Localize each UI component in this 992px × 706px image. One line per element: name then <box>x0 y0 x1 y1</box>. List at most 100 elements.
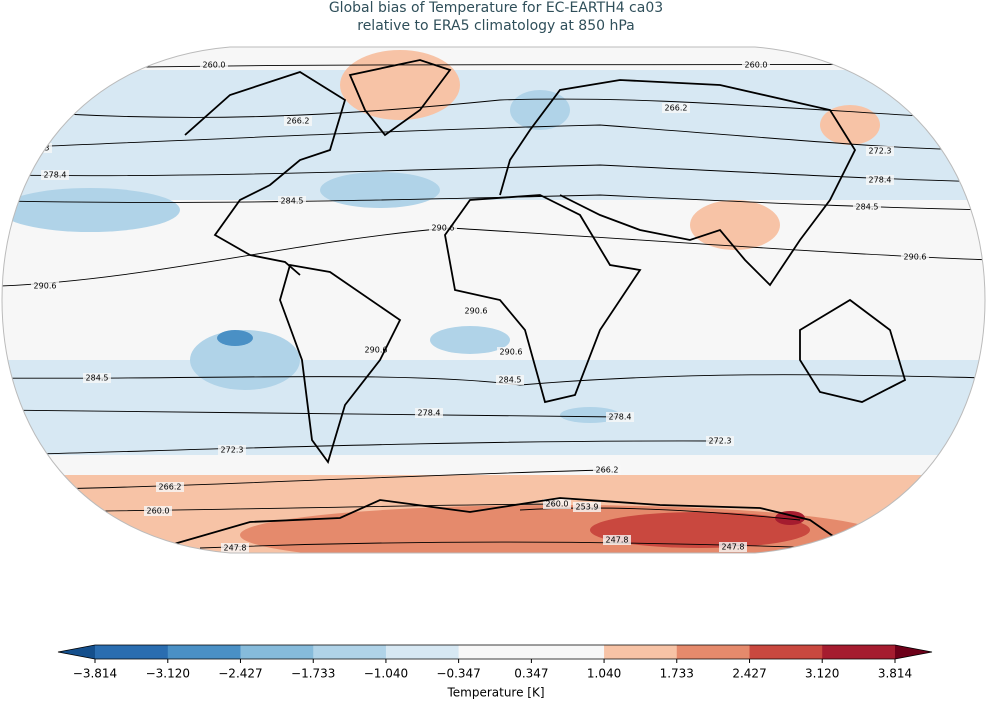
colorbar-extend <box>895 645 932 659</box>
colorbar-segment <box>822 645 896 659</box>
field-band <box>2 70 985 200</box>
coastlines <box>159 59 907 549</box>
colorbar-tick-label: 1.733 <box>660 667 694 681</box>
contour-label-bg <box>41 170 69 180</box>
coastline <box>499 79 857 287</box>
contour-label: 290.6 <box>904 253 927 262</box>
field-patch <box>820 105 880 145</box>
contour-label: 278.4 <box>869 176 892 185</box>
contour-label-bg <box>606 412 634 422</box>
contour-label: 290.6 <box>432 224 455 233</box>
contour-label-bg <box>706 436 734 446</box>
contour-label: 266.2 <box>596 466 619 475</box>
colorbar-segment <box>531 645 605 659</box>
field-patch <box>430 326 510 354</box>
contour-label: 290.6 <box>500 348 523 357</box>
colorbar-segment <box>313 645 387 659</box>
contour-line <box>2 469 608 491</box>
contour-label-bg <box>866 146 894 156</box>
contour-label-bg <box>742 60 770 70</box>
colorbar-tick-label: 1.040 <box>587 667 621 681</box>
colorbar-segment <box>604 645 678 659</box>
contour-label: 247.8 <box>606 536 629 545</box>
colorbar-tick-label: −1.733 <box>291 667 335 681</box>
coastline <box>444 194 642 404</box>
contour-label-bg <box>662 103 690 113</box>
colorbar-segment <box>458 645 532 659</box>
contour-label: 247.8 <box>722 543 745 552</box>
field-patch <box>775 511 805 525</box>
colorbar-segment <box>749 645 823 659</box>
colorbar-tick-label: −3.120 <box>146 667 190 681</box>
colorbar-segment <box>167 645 241 659</box>
contour-label-bg <box>496 375 524 385</box>
contour-label-bg <box>362 345 390 355</box>
contour-label-bg <box>83 373 111 383</box>
colorbar-extend <box>58 645 95 659</box>
coastline <box>159 497 851 549</box>
contour-label: 253.9 <box>576 503 599 512</box>
contour-label: 247.8 <box>224 544 247 553</box>
title-line: Global bias of Temperature for EC-EARTH4… <box>329 0 663 16</box>
colorbar-tick-label: −3.814 <box>73 667 117 681</box>
title-line: relative to ERA5 climatology at 850 hPa <box>357 18 634 34</box>
contour-label-bg <box>901 252 929 262</box>
contour-label: 260.0 <box>745 61 768 70</box>
contour-label: 290.6 <box>465 307 488 316</box>
colorbar-segment <box>95 645 169 659</box>
contour-label-bg <box>156 482 184 492</box>
contour-label: 284.5 <box>281 197 304 206</box>
colorbar-tick-label: −0.347 <box>436 667 480 681</box>
colorbar-segment <box>385 645 460 659</box>
contour-label-bg <box>221 543 249 553</box>
field-patch <box>320 172 440 208</box>
contour-label-bg <box>543 499 571 509</box>
field-patch <box>217 330 253 346</box>
contour-label-bg <box>284 116 312 126</box>
contour-label-bg <box>719 542 747 552</box>
contour-line <box>2 440 721 456</box>
contour-label-bg <box>200 60 228 70</box>
contour-label-bg <box>429 223 457 233</box>
field-patch <box>340 50 460 120</box>
field-patch <box>2 188 180 232</box>
contour-label: 272.3 <box>709 437 732 446</box>
coastline <box>799 298 907 403</box>
contour-label-bg <box>278 196 306 206</box>
contour-label: 260.0 <box>147 507 170 516</box>
colorbar-tick-label: 2.427 <box>732 667 766 681</box>
contour-label-bg <box>866 175 894 185</box>
colorbar-label: Temperature [K] <box>446 686 544 700</box>
contour-label: 266.2 <box>159 483 182 492</box>
contour-label: 266.2 <box>665 104 688 113</box>
contour-label-bg <box>853 202 881 212</box>
contour-label: 278.4 <box>609 413 632 422</box>
contour-label: 290.6 <box>34 282 57 291</box>
contour-label-bg <box>415 408 443 418</box>
field-patch <box>560 407 620 423</box>
colorbar-tick-label: 3.814 <box>878 667 912 681</box>
contour-label: 266.2 <box>287 117 310 126</box>
field-patch <box>590 512 810 548</box>
contour-label-bg <box>462 306 490 316</box>
field-patch <box>510 90 570 130</box>
contour-label-bg <box>31 281 59 291</box>
field-patch <box>690 200 780 250</box>
colorbar-tick-label: −2.427 <box>218 667 262 681</box>
coastline <box>348 59 452 137</box>
contour-label: 272.3 <box>221 446 244 455</box>
contour-label-bg <box>593 465 621 475</box>
contour-label-bg <box>603 535 631 545</box>
field-patch <box>190 330 300 390</box>
contour-line <box>2 194 985 211</box>
contour-label: 260.0 <box>203 61 226 70</box>
map-frame <box>1 46 986 554</box>
contour-label: 272.3 <box>869 147 892 156</box>
contour-label: 284.5 <box>86 374 109 383</box>
colorbar-tick-label: 0.347 <box>514 667 548 681</box>
contour-label: 260.0 <box>546 500 569 509</box>
colorbar-segment <box>240 645 314 659</box>
contour-label: 284.5 <box>856 203 879 212</box>
field-band <box>2 360 985 455</box>
